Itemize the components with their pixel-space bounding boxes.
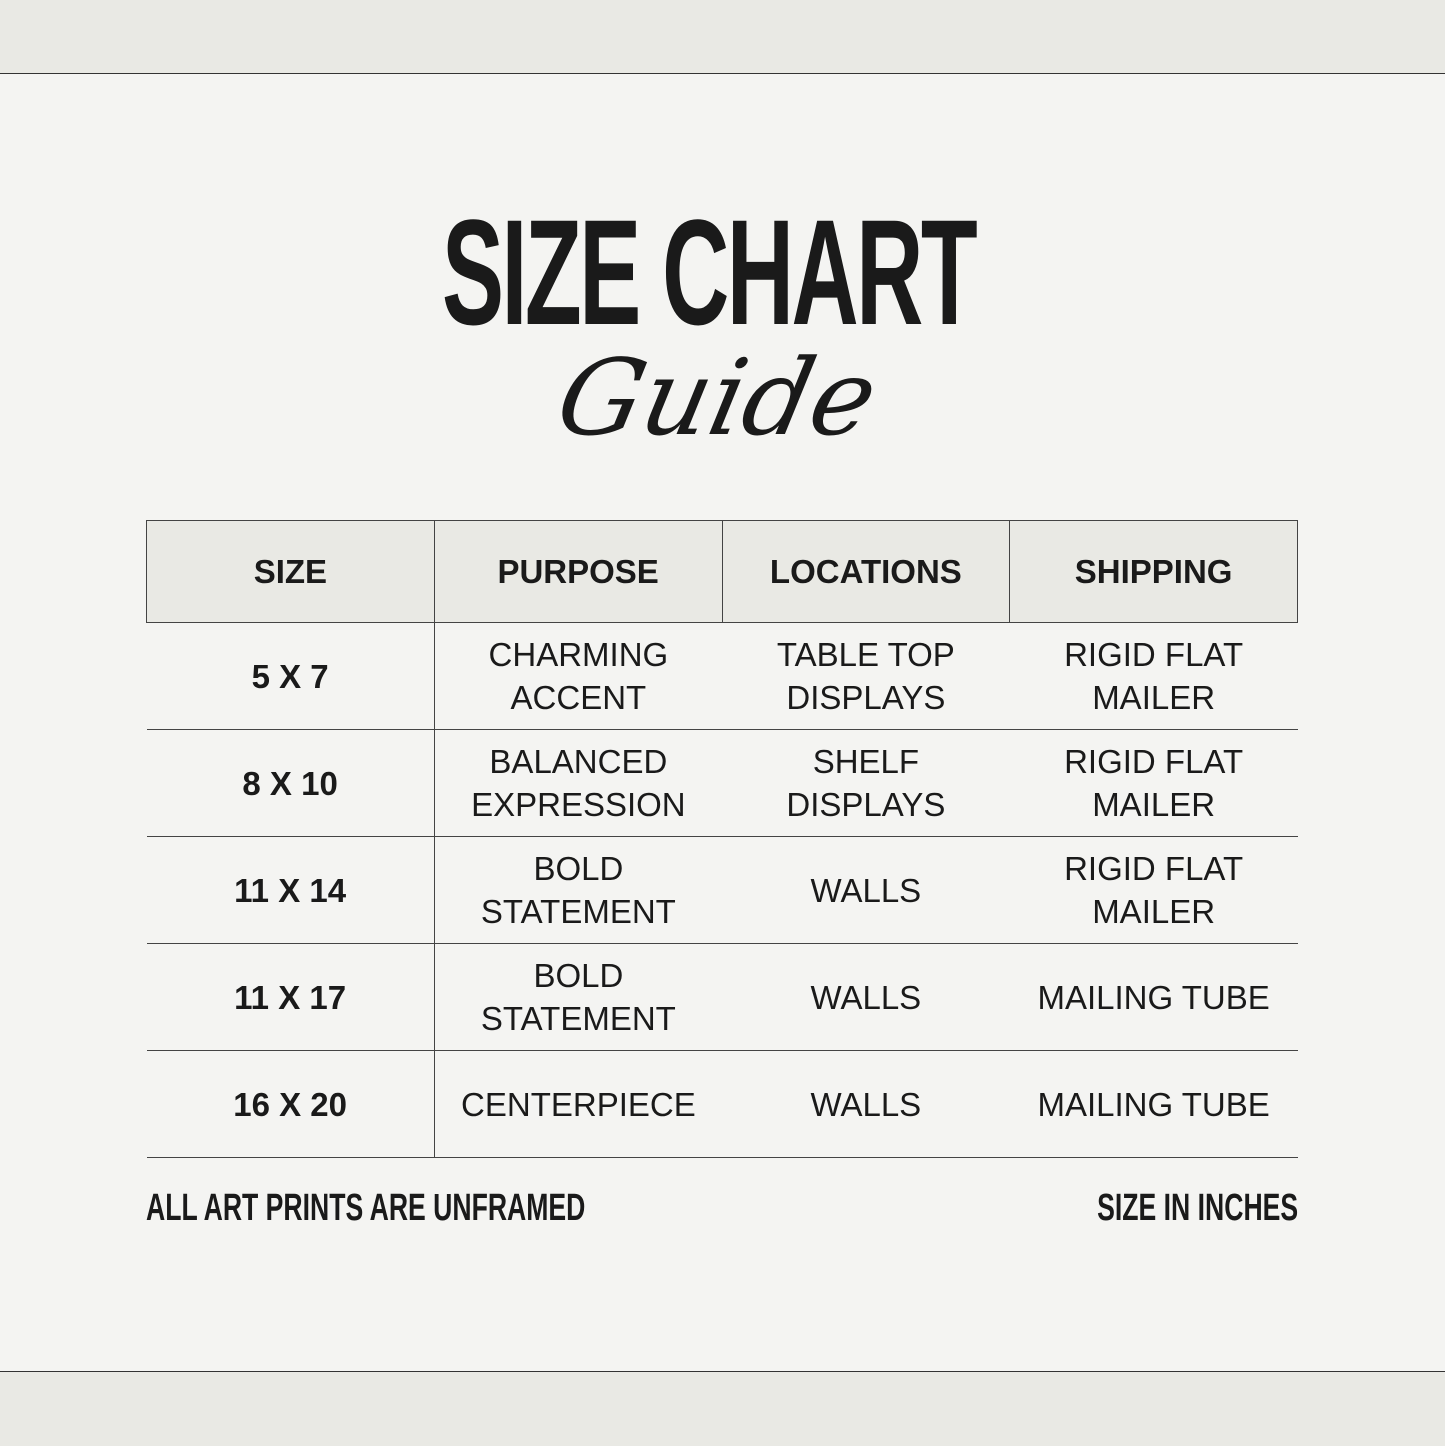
cell-shipping: MAILING TUBE (1009, 1050, 1298, 1158)
cell-size: 11 X 17 (146, 943, 435, 1051)
units-note: SIZE IN INCHES (1096, 1187, 1298, 1229)
cell-locations: TABLE TOP DISPLAYS (722, 622, 1010, 730)
cell-size: 11 X 14 (146, 836, 435, 944)
cell-locations-line: DISPLAYS (786, 679, 946, 716)
top-band (0, 0, 1445, 74)
header-size: SIZE (146, 520, 435, 623)
cell-locations: WALLS (722, 836, 1010, 944)
unframed-note: ALL ART PRINTS ARE UNFRAMED (146, 1187, 586, 1229)
cell-locations: WALLS (722, 1050, 1010, 1158)
cell-locations-line: WALLS (810, 871, 922, 909)
cell-shipping-line: MAILER (1092, 786, 1216, 823)
cell-shipping-line: RIGID FLAT (1064, 850, 1244, 887)
cell-size: 5 X 7 (146, 622, 435, 730)
table-row: 11 X 14 BOLD STATEMENT WALLS RIGID FLAT MAILE… (146, 836, 1298, 944)
cell-purpose-line: STATEMENT (480, 1000, 676, 1037)
cell-locations-line: SHELF (812, 743, 920, 780)
cell-purpose: BOLD STATEMENT (434, 836, 722, 944)
cell-purpose-line: BOLD (533, 957, 624, 994)
cell-locations: WALLS (722, 943, 1010, 1051)
cell-shipping: RIGID FLAT MAILER (1009, 836, 1298, 944)
header-locations: LOCATIONS (721, 520, 1011, 623)
cell-purpose: BOLD STATEMENT (434, 943, 722, 1051)
cell-shipping-line: MAILING TUBE (1037, 978, 1270, 1016)
bottom-band (0, 1371, 1445, 1446)
cell-shipping: RIGID FLAT MAILER (1009, 622, 1298, 730)
page-title: SIZE CHART (442, 188, 978, 356)
cell-shipping: MAILING TUBE (1009, 943, 1298, 1051)
table-row: 5 X 7 CHARMING ACCENT TABLE TOP DISPLAYS RIGI… (146, 622, 1298, 730)
cell-purpose: CHARMING ACCENT (434, 622, 722, 730)
cell-shipping-line: RIGID FLAT (1064, 743, 1244, 780)
cell-shipping-line: MAILER (1092, 893, 1216, 930)
cell-locations: SHELF DISPLAYS (722, 729, 1010, 837)
table-row: 16 X 20 CENTERPIECE WALLS MAILING TUBE (146, 1050, 1298, 1158)
cell-purpose-line: CHARMING (488, 636, 669, 673)
cell-purpose-line: CENTERPIECE (461, 1085, 696, 1123)
cell-shipping-line: MAILER (1092, 679, 1216, 716)
cell-purpose-line: BOLD (533, 850, 624, 887)
cell-purpose: CENTERPIECE (434, 1050, 722, 1158)
cell-locations-line: TABLE TOP (776, 636, 955, 673)
cell-locations-line: WALLS (810, 978, 922, 1016)
cell-locations-line: WALLS (810, 1085, 922, 1123)
table-header-row: SIZE PURPOSE LOCATIONS SHIPPING (146, 520, 1298, 623)
header-shipping: SHIPPING (1009, 520, 1298, 623)
cell-shipping-line: MAILING TUBE (1037, 1085, 1270, 1123)
cell-shipping-line: RIGID FLAT (1064, 636, 1244, 673)
table-row: 11 X 17 BOLD STATEMENT WALLS MAILING TUBE (146, 943, 1298, 1051)
cell-purpose-line: ACCENT (510, 679, 647, 716)
cell-purpose-line: STATEMENT (480, 893, 676, 930)
page-subtitle-script: Guide (547, 337, 888, 459)
table-row: 8 X 10 BALANCED EXPRESSION SHELF DISPLAYS RIG… (146, 729, 1298, 837)
cell-locations-line: DISPLAYS (786, 786, 946, 823)
cell-purpose-line: BALANCED (489, 743, 668, 780)
size-chart-table: SIZE PURPOSE LOCATIONS SHIPPING 5 X 7 CHA… (146, 520, 1298, 1158)
cell-purpose: BALANCED EXPRESSION (434, 729, 722, 837)
cell-shipping: RIGID FLAT MAILER (1009, 729, 1298, 837)
cell-size: 8 X 10 (146, 729, 435, 837)
header-purpose: PURPOSE (433, 520, 723, 623)
cell-size: 16 X 20 (146, 1050, 435, 1158)
cell-purpose-line: EXPRESSION (471, 786, 686, 823)
